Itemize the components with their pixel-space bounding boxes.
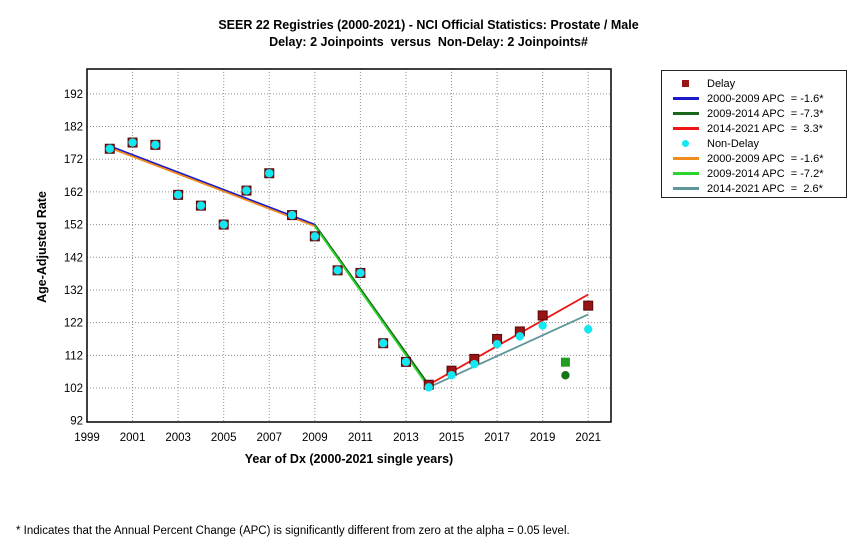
- y-tick-label-132: 132: [64, 285, 83, 297]
- nondelay-point-2006: [242, 186, 251, 195]
- legend-row-1: 2000-2009 APC = -1.6*: [662, 91, 846, 106]
- nondelay-point-2017: [492, 340, 502, 349]
- nondelay-point-2003: [173, 190, 183, 200]
- legend-label: 2014-2021 APC = 2.6*: [707, 182, 823, 195]
- footnote-significance: * Indicates that the Annual Percent Chan…: [16, 525, 570, 537]
- x-tick-label-2017: 2017: [484, 432, 510, 444]
- y-tick-label-182: 182: [64, 122, 83, 134]
- legend-row-5: 2000-2009 APC = -1.6*: [662, 151, 846, 166]
- legend-swatch-shape: [682, 80, 689, 87]
- nondelay-point-2009: [310, 232, 320, 241]
- y-tick-label-162: 162: [64, 187, 83, 199]
- legend-row-6: 2009-2014 APC = -7.2*: [662, 166, 846, 181]
- y-tick-label-102: 102: [64, 383, 83, 395]
- legend-swatch-shape: [672, 187, 699, 190]
- legend-box: Delay 2000-2009 APC = -1.6* 2009-2014 APC …: [661, 70, 847, 198]
- legend-square-swatch-icon: [672, 80, 699, 87]
- legend-line-swatch-icon: [672, 112, 699, 115]
- legend-row-2: 2009-2014 APC = -7.3*: [662, 106, 846, 121]
- legend-label: 2009-2014 APC = -7.2*: [707, 167, 824, 180]
- x-tick-label-2009: 2009: [302, 432, 328, 444]
- legend-swatch-shape: [672, 112, 699, 115]
- legend-label: 2000-2009 APC = -1.6*: [707, 92, 824, 105]
- nondelay-point-2010: [333, 266, 342, 275]
- nondelay-point-2014: [424, 383, 433, 392]
- nondelay-point-2012: [378, 339, 388, 348]
- x-tick-label-2001: 2001: [120, 432, 146, 444]
- x-tick-label-2019: 2019: [530, 432, 556, 444]
- legend-swatch-shape: [672, 157, 699, 160]
- legend-line-swatch-icon: [672, 187, 699, 190]
- legend-swatch-shape: [672, 127, 699, 130]
- nondelay-point-2007: [265, 169, 274, 178]
- x-tick-label-2005: 2005: [211, 432, 237, 444]
- y-tick-label-172: 172: [64, 154, 83, 166]
- x-tick-label-2007: 2007: [256, 432, 282, 444]
- y-tick-label-122: 122: [64, 318, 83, 330]
- x-tick-label-1999: 1999: [74, 432, 100, 444]
- nondelay-point-2018: [515, 332, 525, 341]
- legend-label: 2014-2021 APC = 3.3*: [707, 122, 823, 135]
- trend-line-delay-2009-2014: [314, 224, 430, 386]
- x-tick-label-2021: 2021: [575, 432, 601, 444]
- trend-line-non-delay-2009-2014: [314, 225, 430, 388]
- y-tick-label-142: 142: [64, 252, 83, 264]
- nondelay-point-2008: [287, 210, 297, 220]
- y-tick-label-152: 152: [64, 220, 83, 232]
- nondelay-point-2020-excluded: [561, 371, 570, 380]
- nondelay-point-2000: [105, 144, 114, 153]
- legend-circle-swatch-icon: [672, 140, 699, 147]
- chart-subtitle: Delay: 2 Joinpoints versus Non-Delay: 2 …: [269, 35, 588, 49]
- x-axis-title: Year of Dx (2000-2021 single years): [244, 452, 454, 466]
- nondelay-point-2011: [356, 268, 365, 278]
- legend-label: 2000-2009 APC = -1.6*: [707, 152, 824, 165]
- plot-border: [86, 68, 612, 423]
- nondelay-point-2001: [128, 138, 137, 147]
- delay-point-2020-excluded: [560, 357, 570, 367]
- delay-point-2021: [583, 300, 594, 311]
- legend-rows: Delay 2000-2009 APC = -1.6* 2009-2014 APC …: [662, 76, 846, 196]
- legend-label: Delay: [707, 77, 736, 90]
- nondelay-point-2019: [538, 321, 547, 330]
- nondelay-point-2021: [584, 324, 593, 334]
- nondelay-point-2016: [470, 359, 479, 369]
- chart-title: SEER 22 Registries (2000-2021) - NCI Off…: [218, 18, 639, 32]
- y-tick-label-92: 92: [70, 416, 83, 428]
- legend-swatch-shape: [672, 97, 699, 100]
- x-tick-label-2013: 2013: [393, 432, 419, 444]
- y-tick-label-112: 112: [65, 350, 83, 362]
- legend-row-3: 2014-2021 APC = 3.3*: [662, 121, 846, 136]
- x-tick-label-2011: 2011: [348, 432, 373, 444]
- nondelay-point-2002: [151, 140, 160, 150]
- y-tick-label-192: 192: [64, 89, 83, 101]
- legend-line-swatch-icon: [672, 157, 699, 160]
- nondelay-point-2013: [401, 357, 411, 367]
- legend-line-swatch-icon: [672, 172, 699, 175]
- trend-line-delay-2000-2009: [109, 145, 316, 226]
- nondelay-point-2004: [196, 201, 206, 210]
- legend-swatch-shape: [672, 172, 699, 175]
- legend-label: Non-Delay: [707, 137, 759, 150]
- legend-row-7: 2014-2021 APC = 2.6*: [662, 181, 846, 196]
- x-tick-label-2003: 2003: [165, 432, 191, 444]
- trend-line-non-delay-2000-2009: [109, 146, 316, 228]
- legend-line-swatch-icon: [672, 97, 699, 100]
- delay-point-2019: [537, 310, 548, 321]
- nondelay-point-2015: [447, 371, 456, 380]
- footnotes: * Indicates that the Annual Percent Chan…: [16, 490, 570, 554]
- x-tick-label-2015: 2015: [439, 432, 465, 444]
- legend-row-0: Delay: [662, 76, 846, 91]
- nondelay-point-2005: [219, 220, 228, 229]
- legend-line-swatch-icon: [672, 127, 699, 130]
- legend-swatch-shape: [682, 140, 689, 147]
- legend-label: 2009-2014 APC = -7.3*: [707, 107, 824, 120]
- legend-row-4: Non-Delay: [662, 136, 846, 151]
